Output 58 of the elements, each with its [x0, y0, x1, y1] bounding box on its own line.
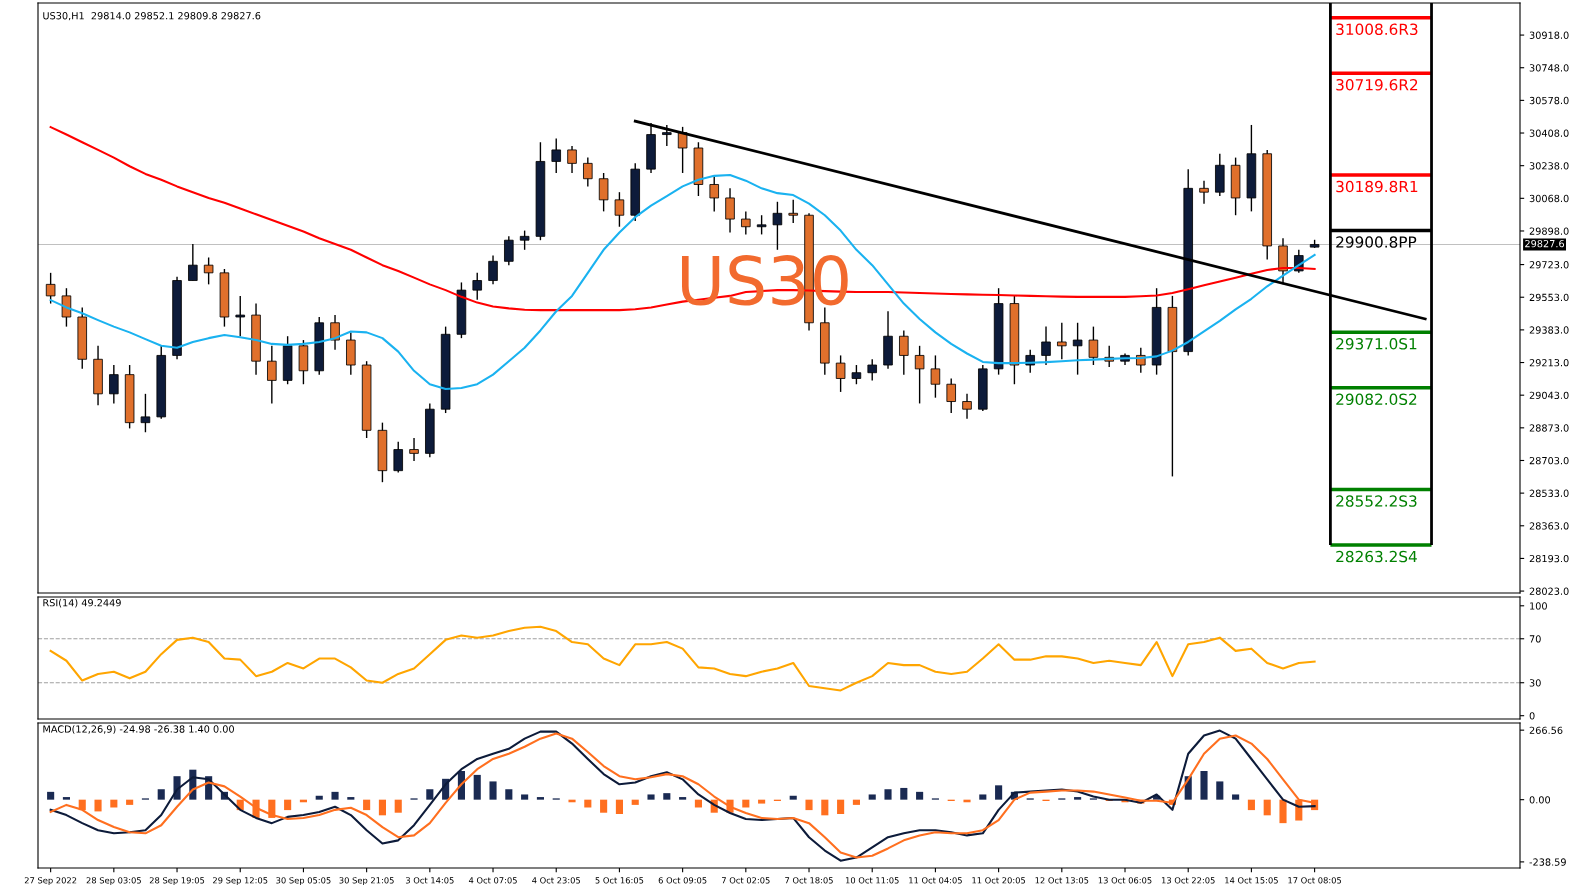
- y-tick-label: 28873.0: [1529, 424, 1569, 432]
- x-tick-label: 7 Oct 18:05: [785, 877, 833, 884]
- y-tick-label: 0.00: [1529, 796, 1551, 804]
- y-tick-label: 266.56: [1529, 726, 1563, 734]
- x-tick-label: 10 Oct 11:05: [845, 877, 899, 884]
- x-tick-label: 13 Oct 06:05: [1098, 877, 1152, 884]
- y-tick-label: 28363.0: [1529, 522, 1569, 530]
- y-tick-label: 30408.0: [1529, 129, 1569, 137]
- x-tick-label: 17 Oct 08:05: [1288, 877, 1342, 884]
- y-tick-label: 29383.0: [1529, 326, 1569, 334]
- y-tick-label: 29213.0: [1529, 359, 1569, 367]
- y-tick-label: 29553.0: [1529, 293, 1569, 302]
- y-tick-label: 100: [1530, 602, 1547, 610]
- ref-line-label: 29900.8PP: [1336, 236, 1417, 248]
- ref-line-label: 30719.6R2: [1336, 79, 1418, 91]
- y-tick-label: 29723.0: [1529, 261, 1569, 269]
- x-tick-label: 11 Oct 20:05: [972, 877, 1026, 884]
- ref-line-label: 29827.6: [1525, 239, 1565, 248]
- x-tick-label: 13 Oct 22:05: [1161, 877, 1215, 884]
- y-tick-label: 30068.0: [1529, 194, 1569, 203]
- y-tick-label: 30238.0: [1529, 162, 1569, 170]
- x-tick-label: 27 Sep 2022: [24, 877, 77, 886]
- annotation: MACD(12,26,9) -24.98 -26.38 1.40 0.00: [43, 725, 234, 734]
- x-tick-label: 28 Sep 19:05: [149, 877, 205, 886]
- x-tick-label: 4 Oct 07:05: [468, 877, 517, 884]
- y-tick-label: 28703.0: [1529, 456, 1569, 465]
- y-tick-label: 28533.0: [1529, 489, 1569, 497]
- x-tick-label: 12 Oct 13:05: [1035, 877, 1089, 884]
- ref-line-label: 28263.2S4: [1336, 550, 1417, 563]
- y-tick-label: 29898.0: [1529, 227, 1569, 235]
- y-tick-label: 70: [1529, 635, 1541, 643]
- ref-line-label: 29082.0S2: [1336, 393, 1417, 406]
- x-tick-label: 30 Sep 21:05: [339, 877, 394, 886]
- y-tick-label: 29043.0: [1529, 391, 1569, 400]
- x-tick-label: 14 Oct 15:05: [1225, 877, 1278, 884]
- y-tick-label: 28023.0: [1529, 587, 1569, 595]
- y-tick-label: 30918.0: [1529, 31, 1569, 39]
- y-tick-label: 28193.0: [1529, 554, 1569, 563]
- y-tick-label: 30: [1529, 679, 1541, 687]
- ref-line-label: 30189.8R1: [1336, 180, 1418, 193]
- x-tick-label: 6 Oct 09:05: [658, 877, 707, 884]
- x-tick-label: 4 Oct 23:05: [532, 877, 581, 884]
- ref-line-label: 31008.6R3: [1336, 23, 1418, 36]
- x-tick-label: 28 Sep 03:05: [86, 877, 141, 886]
- x-tick-label: 30 Sep 05:05: [276, 877, 331, 886]
- y-tick-label: 30578.0: [1529, 96, 1569, 105]
- y-tick-label: 0: [1529, 712, 1535, 720]
- ref-line-label: 28552.2S3: [1336, 495, 1417, 507]
- x-tick-label: 5 Oct 16:05: [595, 877, 644, 884]
- annotation: US30,H1 29814.0 29852.1 29809.8 29827.6: [43, 12, 261, 21]
- annotation: RSI(14) 49.2449: [43, 598, 121, 608]
- y-tick-label: 30748.0: [1529, 64, 1569, 72]
- x-tick-label: 7 Oct 02:05: [721, 877, 770, 884]
- x-tick-label: 29 Sep 12:05: [213, 877, 268, 886]
- ref-line-label: 29371.0S1: [1336, 338, 1417, 350]
- y-tick-label: -238.59: [1529, 858, 1566, 866]
- x-tick-label: 11 Oct 04:05: [909, 877, 962, 884]
- x-tick-label: 3 Oct 14:05: [405, 877, 454, 884]
